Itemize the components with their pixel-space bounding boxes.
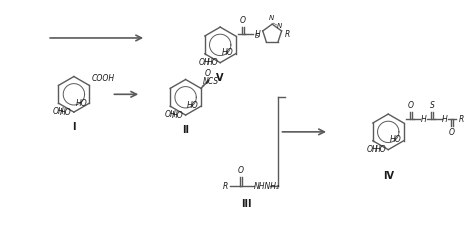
Text: N: N [277,23,283,29]
Text: O: O [239,16,246,25]
Text: HO: HO [75,99,87,108]
Text: H: H [255,30,260,38]
Text: OH: OH [53,107,64,116]
Text: O: O [449,128,455,137]
Text: O: O [238,166,244,175]
Text: V: V [217,73,224,83]
Text: R: R [223,182,228,191]
Text: OH: OH [164,110,176,119]
Text: N: N [269,15,274,21]
Text: NHNH₂: NHNH₂ [254,182,280,191]
Text: HO: HO [390,135,401,144]
Text: S: S [430,101,435,110]
Text: OH: OH [199,58,210,67]
Text: HO: HO [374,145,386,154]
Text: R: R [459,114,464,123]
Text: NCS: NCS [203,77,219,86]
Text: I: I [72,122,76,132]
Text: HO: HO [172,111,183,120]
Text: O: O [205,68,211,77]
Text: H: H [442,114,448,123]
Text: OH: OH [367,145,379,154]
Text: S: S [255,33,259,39]
Text: R: R [285,30,290,38]
Text: III: III [241,199,251,209]
Text: HO: HO [222,48,234,57]
Text: HO: HO [187,101,199,110]
Text: HO: HO [60,108,72,117]
Text: COOH: COOH [91,75,114,83]
Text: IV: IV [383,171,394,182]
Text: H: H [420,114,426,123]
Text: HO: HO [207,58,218,67]
Text: O: O [408,101,414,110]
Text: II: II [182,125,189,135]
